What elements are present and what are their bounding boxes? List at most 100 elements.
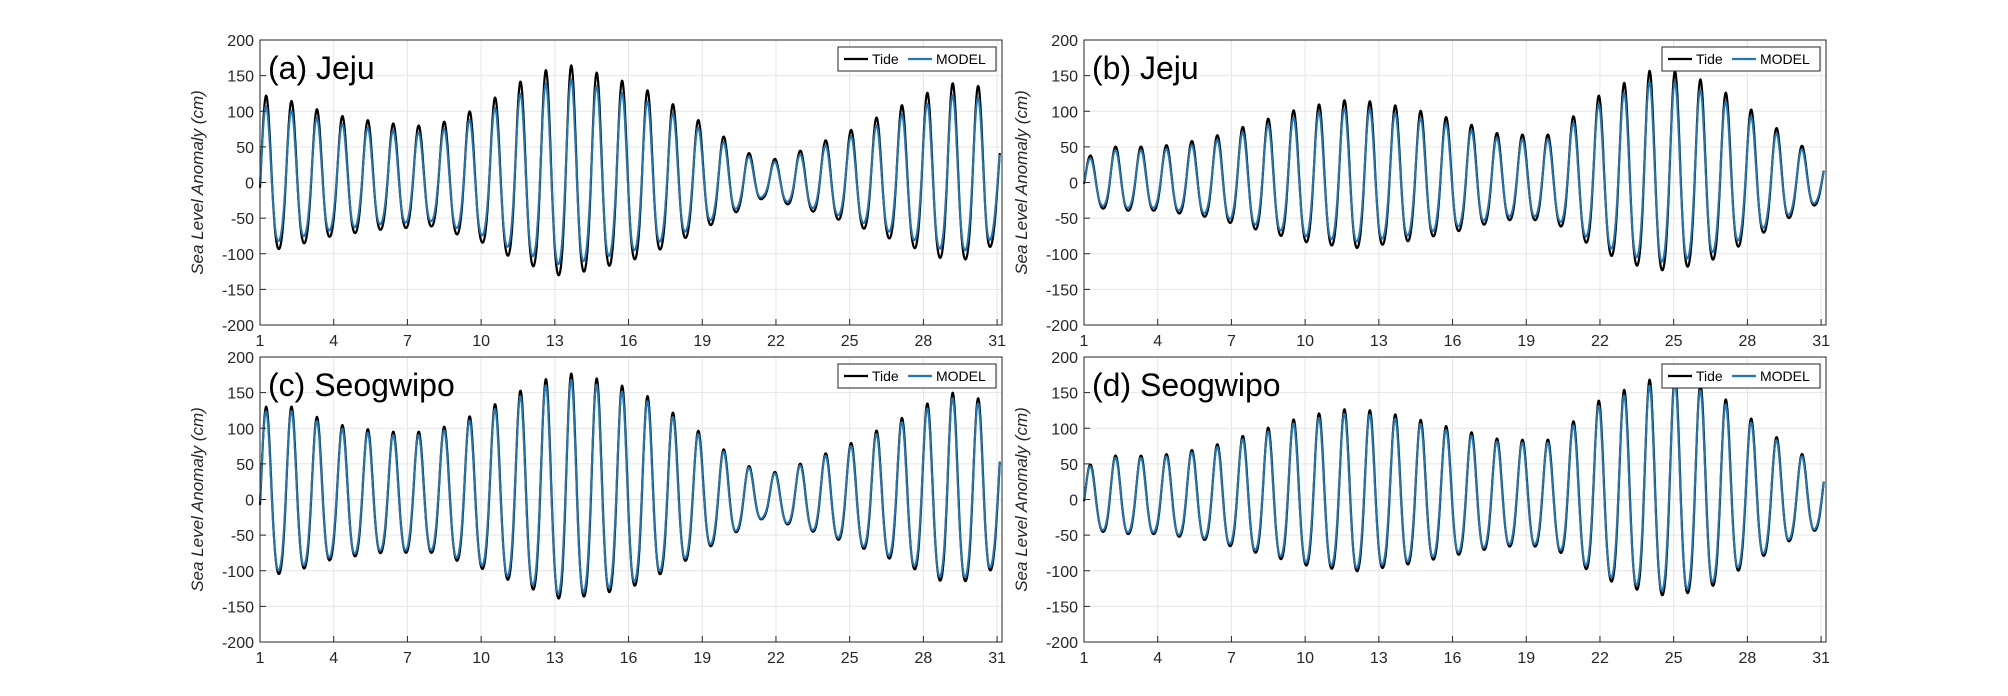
x-tick-label: 1 [256, 333, 265, 350]
legend: Tide MODEL [1661, 363, 1821, 389]
x-tick-label: 22 [1591, 333, 1609, 350]
panel-title: (a) Jeju [268, 50, 375, 86]
x-tick-label: 25 [1665, 333, 1683, 350]
legend-label-model: MODEL [1760, 368, 1810, 384]
y-tick-label: 0 [1069, 176, 1078, 193]
x-tick-label: 4 [329, 333, 338, 350]
y-tick-label: 100 [1051, 104, 1078, 121]
x-tick-label: 4 [1153, 650, 1162, 667]
legend-label-tide: Tide [872, 51, 899, 67]
y-tick-label: 200 [227, 33, 254, 50]
x-tick-label: 1 [256, 650, 265, 667]
x-tick-label: 7 [1227, 333, 1236, 350]
x-tick-label: 19 [1517, 650, 1535, 667]
legend-label-tide: Tide [1696, 368, 1723, 384]
y-tick-label: -200 [1046, 318, 1078, 335]
panel-title: (d) Seogwipo [1092, 367, 1281, 403]
legend-label-tide: Tide [872, 368, 899, 384]
x-tick-label: 19 [693, 650, 711, 667]
x-tick-label: 13 [546, 650, 564, 667]
y-tick-label: 50 [236, 457, 254, 474]
y-axis-label: Sea Level Anomaly (cm) [1012, 90, 1031, 275]
x-tick-label: 31 [1812, 333, 1830, 350]
legend-label-model: MODEL [936, 368, 986, 384]
x-tick-label: 22 [767, 333, 785, 350]
x-tick-label: 19 [1517, 333, 1535, 350]
y-tick-label: 0 [1069, 493, 1078, 510]
y-tick-label: -200 [222, 318, 254, 335]
y-tick-label: 0 [245, 493, 254, 510]
legend: Tide MODEL [837, 46, 997, 72]
y-tick-label: -150 [222, 282, 254, 299]
y-tick-label: 150 [227, 386, 254, 403]
y-tick-label: 200 [1051, 350, 1078, 367]
y-tick-label: -50 [1055, 211, 1078, 228]
y-axis-label: Sea Level Anomaly (cm) [188, 90, 207, 275]
chart-panel-3: 1 4 7 10 13 16 19 22 25 28 31 -200 -150 -100 -50 0 50 100… [1012, 350, 1830, 667]
y-tick-label: 50 [236, 140, 254, 157]
y-tick-label: -50 [231, 528, 254, 545]
y-tick-label: -100 [222, 247, 254, 264]
y-tick-label: 150 [1051, 69, 1078, 86]
series-line-model [259, 378, 1001, 595]
y-tick-label: -150 [1046, 599, 1078, 616]
x-tick-label: 4 [1153, 333, 1162, 350]
legend-label-tide: Tide [1696, 51, 1723, 67]
x-tick-label: 25 [841, 333, 859, 350]
panel-title: (b) Jeju [1092, 50, 1199, 86]
y-tick-label: -50 [1055, 528, 1078, 545]
y-tick-label: 150 [227, 69, 254, 86]
chart-panel-0: 1 4 7 10 13 16 19 22 25 28 31 -200 -150 -100 -50 0 50 100… [188, 33, 1006, 350]
y-tick-label: 100 [227, 421, 254, 438]
y-tick-label: 50 [1060, 457, 1078, 474]
chart-panel-1: 1 4 7 10 13 16 19 22 25 28 31 -200 -150 -100 -50 0 50 100… [1012, 33, 1830, 350]
x-tick-label: 1 [1080, 650, 1089, 667]
y-tick-label: -100 [1046, 247, 1078, 264]
x-tick-label: 16 [1444, 333, 1462, 350]
legend-label-model: MODEL [936, 51, 986, 67]
x-tick-label: 31 [988, 650, 1006, 667]
y-tick-label: -100 [222, 564, 254, 581]
x-tick-label: 28 [914, 650, 932, 667]
y-tick-label: 150 [1051, 386, 1078, 403]
x-tick-label: 19 [693, 333, 711, 350]
x-tick-label: 13 [1370, 650, 1388, 667]
y-tick-label: 200 [1051, 33, 1078, 50]
x-tick-label: 25 [1665, 650, 1683, 667]
chart-panel-2: 1 4 7 10 13 16 19 22 25 28 31 -200 -150 -100 -50 0 50 100… [188, 350, 1006, 667]
y-tick-label: -200 [222, 635, 254, 652]
y-tick-label: 50 [1060, 140, 1078, 157]
legend: Tide MODEL [1661, 46, 1821, 72]
x-tick-label: 31 [988, 333, 1006, 350]
x-tick-label: 22 [767, 650, 785, 667]
x-tick-label: 28 [1738, 650, 1756, 667]
x-tick-label: 25 [841, 650, 859, 667]
x-tick-label: 13 [546, 333, 564, 350]
y-tick-label: -150 [222, 599, 254, 616]
y-axis-label: Sea Level Anomaly (cm) [1012, 407, 1031, 592]
x-tick-label: 10 [1296, 650, 1314, 667]
y-tick-label: 0 [245, 176, 254, 193]
panel-title: (c) Seogwipo [268, 367, 455, 403]
x-tick-label: 16 [1444, 650, 1462, 667]
x-tick-label: 28 [1738, 333, 1756, 350]
x-tick-label: 31 [1812, 650, 1830, 667]
series-line-model [1083, 81, 1825, 263]
y-tick-label: 100 [1051, 421, 1078, 438]
y-tick-label: 200 [227, 350, 254, 367]
x-tick-label: 7 [403, 650, 412, 667]
x-tick-label: 16 [620, 333, 638, 350]
x-tick-label: 7 [403, 333, 412, 350]
y-tick-label: -150 [1046, 282, 1078, 299]
x-tick-label: 28 [914, 333, 932, 350]
x-tick-label: 7 [1227, 650, 1236, 667]
y-tick-label: -50 [231, 211, 254, 228]
y-tick-label: 100 [227, 104, 254, 121]
x-tick-label: 10 [472, 333, 490, 350]
y-tick-label: -200 [1046, 635, 1078, 652]
x-tick-label: 1 [1080, 333, 1089, 350]
x-tick-label: 22 [1591, 650, 1609, 667]
y-tick-label: -100 [1046, 564, 1078, 581]
legend-label-model: MODEL [1760, 51, 1810, 67]
